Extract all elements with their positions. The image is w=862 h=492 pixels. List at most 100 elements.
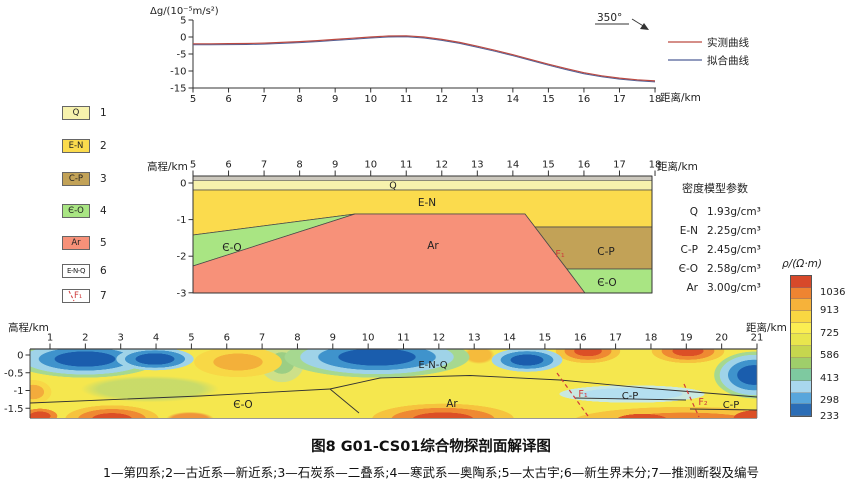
colorbar-tick: 298 xyxy=(820,395,840,406)
tick-label: 3 xyxy=(118,333,124,344)
tick-label: 10 xyxy=(364,160,377,171)
legend-number: 5 xyxy=(100,237,107,249)
legend-swatch-eo: Є-O xyxy=(62,204,90,218)
colorbar-segment xyxy=(791,287,811,300)
legend-code: E-N xyxy=(68,141,84,151)
tick-label: -3 xyxy=(177,288,187,299)
fault-line-icon xyxy=(68,290,75,302)
gravity-x-axis-label: 距离/km xyxy=(660,91,701,104)
colorbar-tick: 413 xyxy=(820,373,840,384)
interp-line-enq-base xyxy=(329,375,758,398)
tick-label: 11 xyxy=(400,94,413,105)
resistivity-section: 高程/km 距离/km E-N-Q Ar Є-O C-P C-P F₁ F₂ xyxy=(8,321,787,418)
bot-label-ar: Ar xyxy=(446,398,458,410)
density-row: Ar 3.00g/cm³ xyxy=(664,278,804,297)
gravity-curves xyxy=(193,35,656,83)
tick-label: 6 xyxy=(225,94,231,105)
tick-label: 7 xyxy=(261,160,267,171)
tick-label: 7 xyxy=(261,94,267,105)
bot-dist-axis-label: 距离/km xyxy=(746,321,787,334)
legend-number: 1 xyxy=(100,107,107,119)
tick-label: 13 xyxy=(471,160,484,171)
tick-label: 9 xyxy=(332,94,338,105)
bot-label-cp1: C-P xyxy=(622,391,639,402)
density-parameters-panel: 密度模型参数 Q 1.93g/cm³ E-N 2.25g/cm³ C-P 2.45g/… xyxy=(664,180,804,297)
tick-label: 21 xyxy=(751,333,764,344)
density-value: 3.00g/cm³ xyxy=(707,281,761,294)
legend-number: 3 xyxy=(100,173,107,185)
tick-label: 14 xyxy=(503,333,516,344)
density-unit: Є-O xyxy=(678,262,698,275)
legend-swatch-fault: F₁ xyxy=(62,289,90,303)
tick-label: 9 xyxy=(330,333,336,344)
tick-label: 10 xyxy=(364,94,377,105)
tick-label: 5 xyxy=(190,160,196,171)
tick-label: 4 xyxy=(153,333,159,344)
mid-label-q: Q xyxy=(389,181,396,192)
tick-label: 6 xyxy=(225,160,231,171)
tick-label: -1 xyxy=(14,386,24,397)
legend-item-q: Q 1 xyxy=(62,106,107,120)
tick-label: 17 xyxy=(613,94,626,105)
fault-f1-dashed xyxy=(556,372,589,417)
surface-cap-layer xyxy=(192,175,653,181)
interp-line-cp-right xyxy=(689,408,758,411)
mid-label-cp: C-P xyxy=(597,246,614,258)
azimuth-label: 350° xyxy=(597,12,622,24)
tick-label: 5 xyxy=(190,94,196,105)
colorbar-segment xyxy=(791,311,811,323)
legend-item-enq: E-N-Q 6 xyxy=(62,264,107,278)
colorbar-segment xyxy=(791,322,811,335)
tick-label: 1 xyxy=(47,333,53,344)
colorbar-segment xyxy=(791,299,811,312)
tick-label: -0.5 xyxy=(4,368,24,379)
interp-line-eo-top xyxy=(29,388,331,404)
tick-label: 0 xyxy=(17,351,23,362)
tick-label: 13 xyxy=(468,333,481,344)
tick-label: 18 xyxy=(649,94,662,105)
mid-label-eo-right: Є-O xyxy=(597,277,616,289)
tick-label: -15 xyxy=(170,84,186,95)
density-row: E-N 2.25g/cm³ xyxy=(664,221,804,240)
tick-label: 9 xyxy=(332,160,338,171)
mid-label-fault-f1: F₁ xyxy=(555,249,564,260)
tick-label: 12 xyxy=(435,94,448,105)
tick-label: 17 xyxy=(613,160,626,171)
tick-label: 8 xyxy=(296,94,302,105)
tick-label: 20 xyxy=(715,333,728,344)
density-value: 2.25g/cm³ xyxy=(707,224,761,237)
tick-label: 5 xyxy=(180,16,186,27)
bot-label-f1: F₁ xyxy=(578,389,587,400)
legend-code: Q xyxy=(72,108,80,118)
density-unit: E-N xyxy=(679,224,698,237)
legend-swatch-q: Q xyxy=(62,106,90,120)
gravity-y-axis-label: Δg/(10⁻⁵m/s²) xyxy=(150,6,219,17)
tick-label: 8 xyxy=(296,160,302,171)
stratigraphy-legend: Q 1 E-N 2 C-P 3 Є-O 4 Ar 5 E-N-Q 6 F₁ xyxy=(0,0,140,330)
density-unit: Ar xyxy=(686,281,699,294)
tick-label: 18 xyxy=(645,333,658,344)
tick-label: 11 xyxy=(400,160,413,171)
tick-label: 14 xyxy=(506,94,519,105)
legend-swatch-en: E-N xyxy=(62,139,90,153)
tick-label: 15 xyxy=(539,333,552,344)
legend-item-eo: Є-O 4 xyxy=(62,204,107,218)
tick-label: 12 xyxy=(435,160,448,171)
bot-label-cp2: C-P xyxy=(723,400,740,411)
tick-label: 16 xyxy=(578,160,591,171)
colorbar-segment xyxy=(791,381,811,393)
tick-label: -1 xyxy=(177,215,187,226)
interp-line-eo-pinchout xyxy=(329,388,360,414)
figure-caption: 图8 G01-CS01综合物探剖面解译图 xyxy=(311,439,551,455)
mid-label-ar: Ar xyxy=(427,240,439,252)
legend-code: Є-O xyxy=(68,206,84,216)
fault-f2-dashed xyxy=(683,383,700,418)
legend-item-fault: F₁ 7 xyxy=(62,289,107,303)
legend-code: C-P xyxy=(68,174,84,184)
density-unit: Q xyxy=(689,205,698,218)
tick-label: 11 xyxy=(397,333,410,344)
legend-code: Ar xyxy=(71,238,81,248)
